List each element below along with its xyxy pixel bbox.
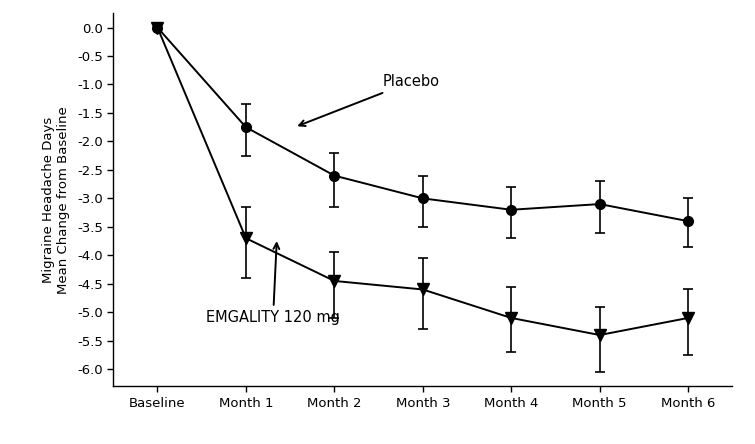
Text: EMGALITY 120 mg: EMGALITY 120 mg (206, 243, 340, 325)
Y-axis label: Migraine Headache Days
Mean Change from Baseline: Migraine Headache Days Mean Change from … (42, 106, 70, 293)
Text: Placebo: Placebo (299, 74, 440, 126)
